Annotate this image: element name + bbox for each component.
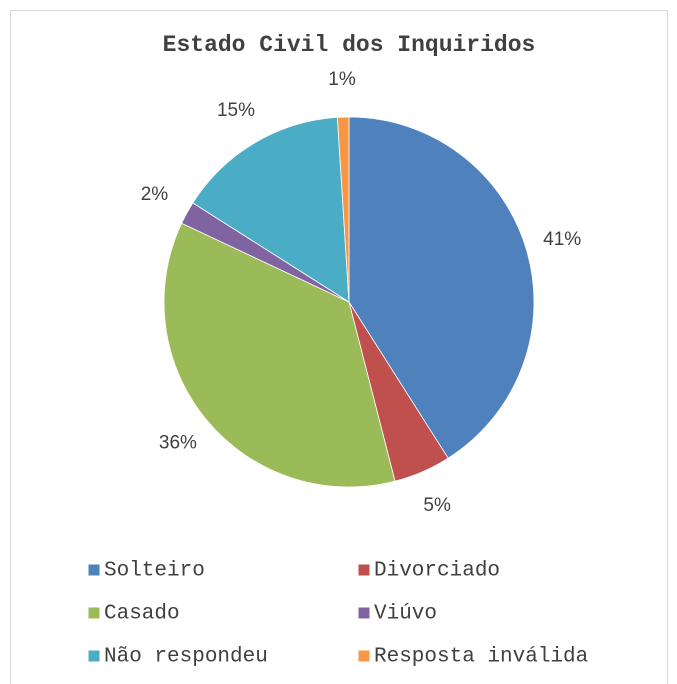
chart-title: Estado Civil dos Inquiridos	[163, 32, 536, 58]
legend-swatch	[357, 563, 371, 577]
legend-label: Viúvo	[374, 603, 437, 626]
data-label: 2%	[141, 184, 169, 205]
legend-swatch	[357, 606, 371, 620]
legend-label: Casado	[104, 603, 180, 626]
legend-label: Resposta inválida	[374, 646, 588, 669]
data-label: 41%	[543, 229, 581, 250]
data-label: 5%	[423, 495, 451, 516]
legend-label: Não respondeu	[104, 646, 268, 669]
pie-slice	[163, 222, 396, 488]
legend-label: Solteiro	[104, 560, 205, 583]
legend-swatch	[87, 606, 101, 620]
legend-swatch	[87, 649, 101, 663]
data-label: 15%	[217, 100, 255, 121]
pie-slice	[348, 116, 535, 459]
data-label: 1%	[328, 69, 356, 90]
legend-swatch	[357, 649, 371, 663]
pie-slice	[192, 116, 350, 303]
legend-label: Divorciado	[374, 560, 500, 583]
data-label: 36%	[159, 433, 197, 454]
legend-swatch	[87, 563, 101, 577]
pie-slice	[336, 116, 350, 303]
